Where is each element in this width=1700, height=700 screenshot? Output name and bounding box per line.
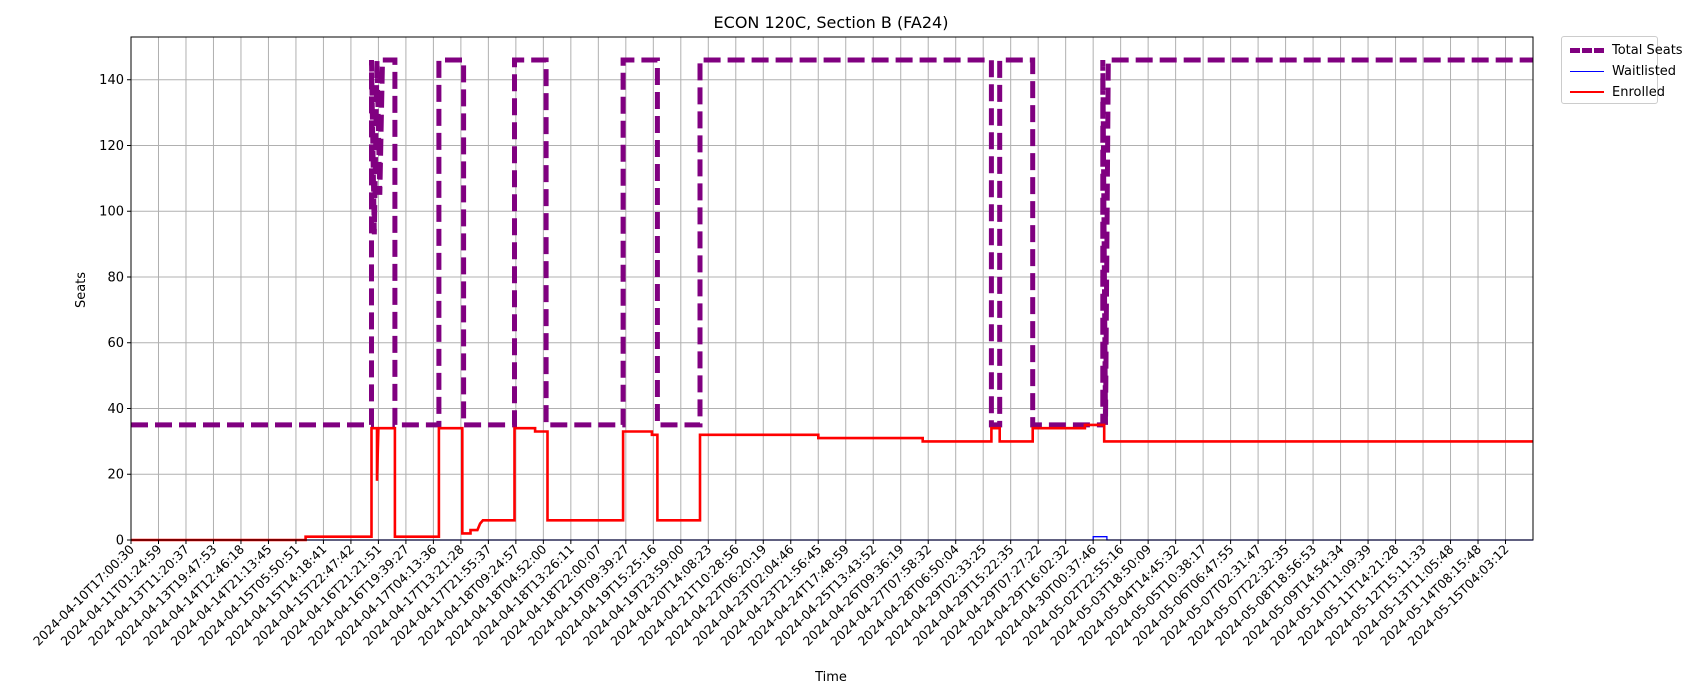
legend-swatch-total-seats (1570, 47, 1604, 53)
y-tick-label: 0 (116, 534, 124, 549)
plot-frame (130, 36, 1534, 541)
y-tick-label: 80 (107, 270, 124, 285)
legend-item-waitlisted: Waitlisted (1570, 61, 1676, 81)
series-line-enrolled (131, 423, 1533, 542)
legend-label: Total Seats (1612, 42, 1683, 58)
y-tick-label: 40 (107, 402, 124, 417)
y-tick-label: 20 (107, 468, 124, 483)
legend-item-enrolled: Enrolled (1570, 82, 1665, 102)
x-axis-label: Time (814, 670, 847, 685)
y-tick-label: 100 (99, 205, 124, 220)
legend-label: Waitlisted (1612, 63, 1677, 79)
legend-swatch-enrolled (1570, 91, 1604, 93)
y-tick-label: 140 (99, 73, 124, 88)
series-line-total-seats (131, 57, 1533, 428)
y-tick-label: 120 (99, 139, 124, 154)
series-layer (131, 57, 1533, 542)
legend-item-total-seats: Total Seats (1570, 40, 1683, 60)
y-tick-label: 60 (107, 336, 124, 351)
chart-title: ECON 120C, Section B (FA24) (714, 13, 949, 32)
legend: Total Seats Waitlisted Enrolled (1561, 36, 1683, 104)
legend-label: Enrolled (1612, 84, 1665, 100)
legend-swatch-waitlisted (1570, 70, 1604, 72)
grid-lines (130, 37, 1533, 541)
y-axis-label: Seats (74, 272, 89, 308)
